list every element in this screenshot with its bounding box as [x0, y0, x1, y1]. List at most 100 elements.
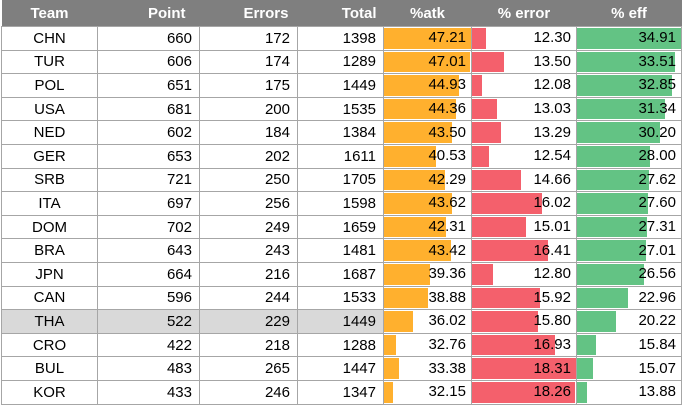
error-cell-value: 12.08	[533, 76, 571, 94]
eff-cell-value: 27.60	[638, 194, 676, 212]
total-cell: 1289	[297, 49, 384, 75]
atk-cell: 39.36	[383, 261, 472, 287]
eff-cell-value: 26.56	[638, 265, 676, 283]
error-cell-bar	[472, 240, 548, 261]
team-cell: THA	[1, 309, 98, 334]
atk-cell: 36.02	[383, 309, 472, 334]
team-cell: BUL	[1, 356, 98, 381]
eff-cell-bar	[577, 122, 660, 143]
point-cell: 483	[97, 356, 200, 381]
eff-cell: 27.62	[576, 167, 682, 193]
error-cell: 16.93	[471, 332, 577, 358]
atk-cell-value: 33.38	[428, 359, 466, 377]
error-cell-value: 13.03	[533, 100, 571, 118]
point-cell: 681	[97, 96, 200, 122]
header-team: Team	[1, 0, 98, 27]
total-cell: 1398	[297, 26, 384, 51]
error-cell: 18.26	[471, 379, 577, 405]
eff-cell-bar	[577, 216, 648, 238]
errors-cell: 249	[199, 214, 298, 240]
table-row: CAN 596 244 1533 38.88 15.92 22.96	[1, 285, 682, 311]
eff-cell: 22.96	[576, 285, 682, 311]
table-row: POL 651 175 1449 44.93 12.08 32.85	[1, 73, 682, 98]
error-cell: 16.41	[471, 238, 577, 263]
atk-cell-bar	[384, 169, 446, 191]
stats-table: Team Point Errors Total %atk % error % e…	[1, 0, 682, 405]
eff-cell-bar	[577, 287, 628, 309]
header-atk: %atk	[383, 0, 472, 27]
error-cell: 15.80	[471, 309, 577, 334]
eff-cell-value: 33.51	[638, 52, 676, 70]
error-cell-value: 18.31	[533, 359, 571, 377]
table-row: ITA 697 256 1598 43.62 16.02 27.60	[1, 191, 682, 216]
eff-cell: 31.34	[576, 96, 682, 122]
point-cell: 664	[97, 261, 200, 287]
eff-cell: 33.51	[576, 49, 682, 75]
eff-cell-value: 13.88	[638, 383, 676, 401]
atk-cell-value: 44.93	[428, 76, 466, 94]
eff-cell: 32.85	[576, 73, 682, 98]
atk-cell-value: 44.36	[428, 100, 466, 118]
atk-cell-bar	[384, 98, 457, 120]
eff-cell: 30.20	[576, 120, 682, 145]
team-cell: BRA	[1, 238, 98, 263]
atk-cell-bar	[384, 122, 452, 143]
table-row: THA 522 229 1449 36.02 15.80 20.22	[1, 309, 682, 334]
eff-cell-bar	[577, 311, 616, 332]
eff-cell: 27.31	[576, 214, 682, 240]
eff-cell-bar	[577, 145, 651, 167]
error-cell-value: 16.93	[533, 336, 571, 354]
error-cell: 12.80	[471, 261, 577, 287]
atk-cell: 47.01	[383, 49, 472, 75]
atk-cell-bar	[384, 145, 437, 167]
eff-cell-value: 32.85	[638, 76, 676, 94]
error-cell: 12.08	[471, 73, 577, 98]
atk-cell-bar	[384, 334, 396, 356]
error-cell-bar	[472, 28, 486, 49]
atk-cell-bar	[384, 311, 413, 332]
error-cell-bar	[472, 216, 527, 238]
eff-cell: 26.56	[576, 261, 682, 287]
atk-cell-value: 42.29	[428, 170, 466, 188]
header-errors: Errors	[199, 0, 298, 27]
eff-cell-bar	[577, 98, 666, 120]
total-cell: 1598	[297, 191, 384, 216]
team-cell: TUR	[1, 49, 98, 75]
eff-cell-value: 28.00	[638, 147, 676, 165]
atk-cell-value: 39.36	[428, 265, 466, 283]
error-cell-bar	[472, 145, 490, 167]
error-cell: 14.66	[471, 167, 577, 193]
error-cell-bar	[472, 98, 497, 120]
atk-cell: 44.36	[383, 96, 472, 122]
eff-cell-value: 15.84	[638, 336, 676, 354]
table-row: GER 653 202 1611 40.53 12.54 28.00	[1, 143, 682, 169]
eff-cell-bar	[577, 358, 593, 379]
error-cell-bar	[472, 334, 556, 356]
error-cell-value: 13.50	[533, 52, 571, 70]
point-cell: 653	[97, 143, 200, 169]
point-cell: 697	[97, 191, 200, 216]
errors-cell: 246	[199, 379, 298, 405]
error-cell-bar	[472, 311, 539, 332]
atk-cell: 42.29	[383, 167, 472, 193]
eff-cell: 13.88	[576, 379, 682, 405]
atk-cell-value: 32.15	[428, 383, 466, 401]
atk-cell-bar	[384, 75, 460, 96]
error-cell: 12.30	[471, 26, 577, 51]
eff-cell-bar	[577, 334, 597, 356]
errors-cell: 172	[199, 26, 298, 51]
atk-cell-bar	[384, 193, 453, 214]
error-cell-bar	[472, 287, 541, 309]
table-row: BUL 483 265 1447 33.38 18.31 15.07	[1, 356, 682, 381]
total-cell: 1288	[297, 332, 384, 358]
error-cell: 13.29	[471, 120, 577, 145]
point-cell: 721	[97, 167, 200, 193]
eff-cell-value: 20.22	[638, 312, 676, 330]
total-cell: 1535	[297, 96, 384, 122]
error-cell: 15.01	[471, 214, 577, 240]
atk-cell-value: 47.21	[428, 29, 466, 47]
atk-cell-bar	[384, 358, 400, 379]
team-cell: CRO	[1, 332, 98, 358]
error-cell-bar	[472, 75, 483, 96]
team-cell: USA	[1, 96, 98, 122]
